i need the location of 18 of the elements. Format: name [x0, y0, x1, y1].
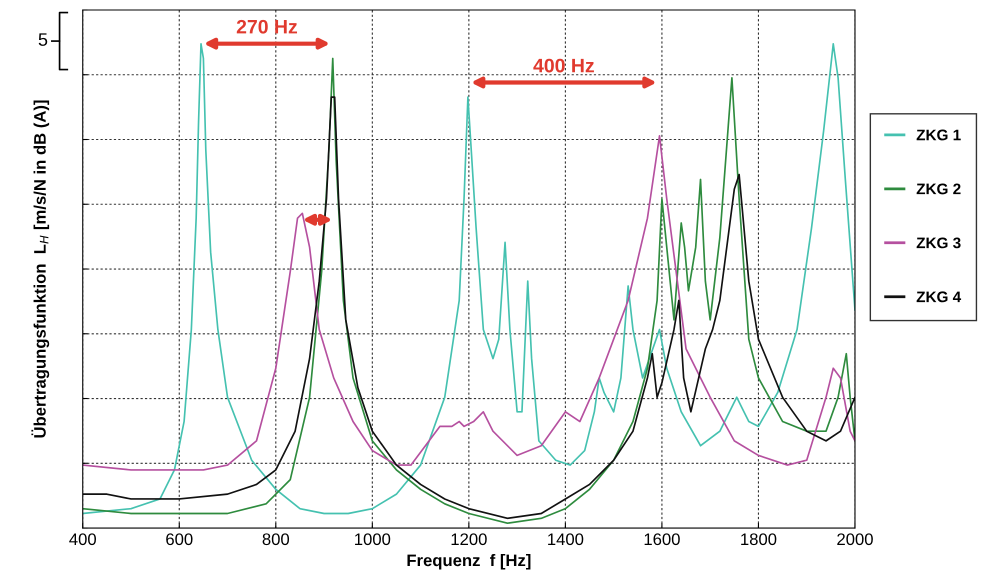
x-tick-label: 600 [166, 533, 193, 546]
x-tick-label: 1400 [548, 533, 584, 546]
legend-label: ZKG 2 [916, 184, 961, 194]
text: 270 Hz [236, 20, 298, 34]
x-axis-title: Frequenz f [Hz] [407, 554, 530, 570]
x-tick-label: 800 [262, 533, 290, 546]
legend-label: ZKG 4 [916, 291, 962, 302]
legend-label: ZKG 3 [916, 237, 961, 248]
x-tick-label: 1200 [452, 533, 487, 546]
y-axis-title: Übertragungsfunktion L$_{H}$ [m/s/N in dB (A)] [31, 100, 50, 438]
annotation: 400 Hz [533, 58, 594, 72]
x-tick-label: 1600 [644, 533, 680, 546]
x-tick-label: 2000 [837, 533, 873, 546]
x-tick-label: 1000 [355, 533, 390, 546]
text: 5 [38, 33, 48, 46]
x-tick-label: 1800 [741, 533, 776, 546]
x-tick-label: 400 [69, 533, 96, 546]
legend-label: ZKG 1 [916, 130, 961, 140]
